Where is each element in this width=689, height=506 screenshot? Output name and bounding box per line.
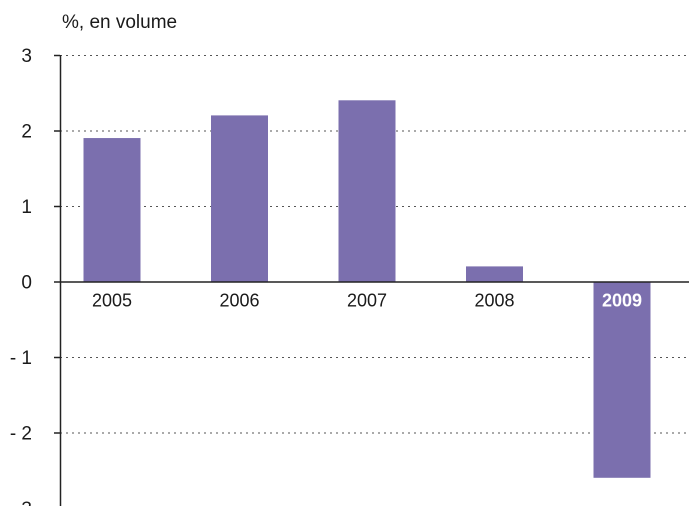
- bars: [83, 100, 651, 478]
- bar-2009: [593, 281, 651, 478]
- y-tick-label: 0: [21, 273, 32, 294]
- category-label-2007: 2007: [347, 291, 387, 311]
- y-tick-label: 3: [21, 46, 32, 67]
- y-tick-label: - 1: [10, 348, 32, 369]
- unit-label: %, en volume: [62, 12, 177, 33]
- category-label-2005: 2005: [92, 291, 132, 311]
- category-labels: 2005 2006 2007 2008 2009: [92, 291, 642, 311]
- bar-2007: [338, 100, 396, 282]
- y-tick-label: - 3: [10, 499, 32, 506]
- category-label-2009: 2009: [602, 291, 642, 311]
- y-tick-label: - 2: [10, 424, 32, 445]
- bar-2005: [83, 138, 141, 282]
- bar-2008: [466, 266, 523, 282]
- y-tick-labels: 3 2 1 0 - 1 - 2 - 3: [10, 46, 32, 506]
- bar-2006: [211, 115, 268, 282]
- y-tick-label: 2: [21, 122, 32, 143]
- category-label-2008: 2008: [474, 291, 514, 311]
- category-label-2006: 2006: [219, 291, 259, 311]
- y-tick-label: 1: [21, 197, 32, 218]
- axes: [54, 54, 689, 506]
